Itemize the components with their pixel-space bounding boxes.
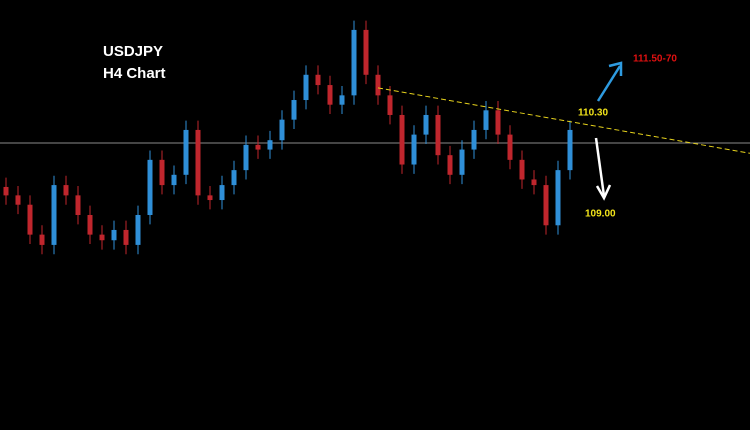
candle-body xyxy=(39,234,45,245)
candle-body xyxy=(135,215,141,245)
up-arrow xyxy=(596,61,623,102)
candle-body xyxy=(243,144,249,171)
candle-body xyxy=(267,140,273,150)
down-arrow xyxy=(594,137,612,201)
candle-body xyxy=(171,174,177,186)
candle-body xyxy=(111,229,117,241)
candle-body xyxy=(231,170,237,186)
candle-body xyxy=(495,110,501,135)
candle-body xyxy=(567,129,573,171)
annotation: 111.50-70 xyxy=(633,54,677,65)
candle-body xyxy=(543,185,549,226)
chart-title: USDJPY xyxy=(103,43,163,60)
candle-body xyxy=(147,159,153,215)
annotation: 109.00 xyxy=(585,209,616,220)
candle-body xyxy=(399,114,405,165)
candle-body xyxy=(447,155,453,175)
candle-body xyxy=(51,185,57,245)
candle-body xyxy=(387,95,393,115)
candle-body xyxy=(255,144,261,150)
candle-body xyxy=(15,195,21,205)
candle-body xyxy=(483,110,489,130)
candle-body xyxy=(507,134,513,160)
candle-body xyxy=(195,129,201,196)
annotation: 110.30 xyxy=(578,108,608,119)
candle-body xyxy=(63,185,69,196)
candle-body xyxy=(123,229,129,245)
candle-body xyxy=(363,29,369,75)
candle-body xyxy=(291,100,297,120)
candle-body xyxy=(339,95,345,105)
candle-body xyxy=(75,195,81,215)
plot-area xyxy=(0,20,750,255)
candle-body xyxy=(459,149,465,175)
candle-body xyxy=(219,185,225,201)
candle-body xyxy=(207,195,213,201)
candle-body xyxy=(327,85,333,105)
candle-body xyxy=(183,129,189,175)
candle-body xyxy=(351,29,357,96)
candle-body xyxy=(159,159,165,186)
candle-body xyxy=(531,179,537,186)
candle-body xyxy=(99,234,105,241)
candle-body xyxy=(315,74,321,86)
candle-body xyxy=(87,215,93,235)
candle-body xyxy=(3,186,9,196)
candle-body xyxy=(555,170,561,226)
candle-body xyxy=(303,74,309,101)
trendline xyxy=(377,87,750,154)
candle-body xyxy=(411,134,417,165)
candle-body xyxy=(471,129,477,150)
candle-body xyxy=(435,114,441,156)
candle-body xyxy=(423,114,429,135)
candle-body xyxy=(27,204,33,235)
candle-body xyxy=(375,74,381,96)
candle-body xyxy=(279,119,285,141)
chart-subtitle: H4 Chart xyxy=(103,65,166,82)
candle-body xyxy=(519,159,525,180)
